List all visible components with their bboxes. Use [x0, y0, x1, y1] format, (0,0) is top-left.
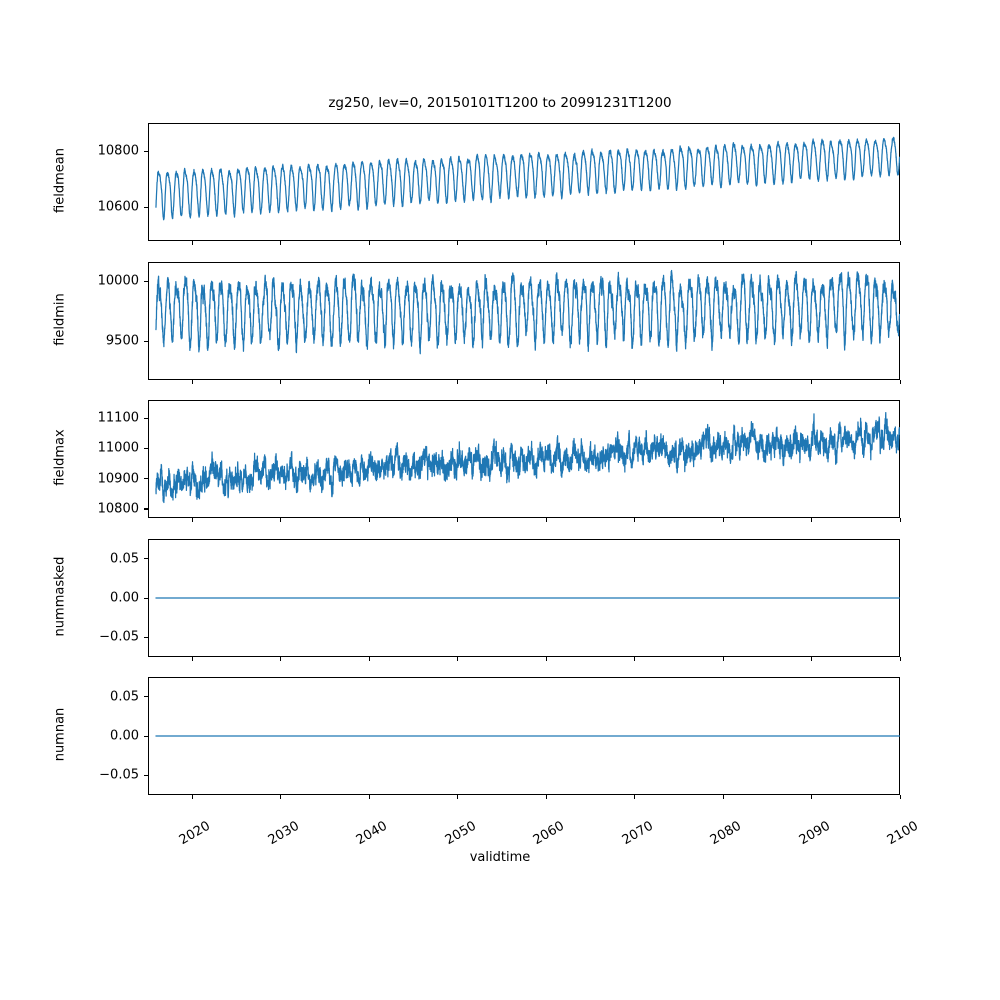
x-tick-mark [280, 657, 282, 661]
x-tick-mark [368, 241, 370, 245]
y-tick-label-fieldmin: 10000 [97, 273, 139, 289]
y-tick-label-fieldmax: 10900 [97, 471, 139, 487]
x-tick-mark [634, 380, 636, 384]
x-tick-mark [368, 795, 370, 799]
series-plot-numnan [155, 735, 900, 737]
y-tick-label-nummasked: −0.05 [99, 629, 139, 645]
series-plot-fieldmean [155, 136, 900, 221]
x-tick-mark [722, 657, 724, 661]
subplot-nummasked [148, 539, 900, 657]
y-tick-mark-fieldmin [144, 280, 148, 282]
y-tick-mark-fieldmin [144, 340, 148, 343]
y-tick-mark-fieldmax [144, 478, 148, 480]
y-tick-label-numnan: 0.05 [110, 689, 139, 705]
subplot-fieldmax [148, 400, 900, 518]
axes-frame-fieldmean [148, 123, 900, 241]
y-tick-mark-fieldmax [144, 447, 148, 449]
x-tick-mark [634, 657, 636, 661]
y-axis-label-numnan: numnan [52, 707, 68, 762]
line-fieldmax [155, 411, 900, 504]
x-tick-mark [280, 518, 282, 522]
x-tick-mark [899, 657, 901, 661]
figure-title: zg250, lev=0, 20150101T1200 to 20991231T… [328, 95, 672, 111]
x-tick-mark [634, 241, 636, 245]
x-tick-mark [191, 518, 193, 522]
x-tick-mark [191, 241, 193, 245]
line-fieldmin [155, 269, 900, 355]
y-tick-mark-numnan [144, 735, 148, 737]
subplot-fieldmean [148, 123, 900, 241]
x-tick-mark [722, 795, 724, 799]
y-tick-label-nummasked: 0.00 [110, 590, 139, 606]
x-tick-mark [368, 657, 370, 661]
x-tick-mark [811, 380, 813, 384]
y-tick-mark-nummasked [144, 597, 148, 599]
y-tick-label-numnan: 0.00 [110, 728, 139, 744]
y-tick-label-fieldmax: 10800 [97, 501, 139, 517]
y-tick-label-fieldmean: 10600 [97, 199, 139, 215]
subplot-numnan [148, 677, 900, 795]
y-tick-label-numnan: −0.05 [99, 767, 139, 783]
y-tick-mark-fieldmean [144, 150, 148, 152]
series-plot-nummasked [155, 597, 900, 599]
panel-overlap-mask [0, 675, 1000, 854]
x-tick-mark [191, 795, 193, 799]
y-tick-mark-nummasked [144, 636, 148, 638]
x-tick-mark [280, 380, 282, 384]
x-tick-mark [545, 241, 547, 245]
x-tick-mark [191, 380, 193, 384]
x-tick-mark [191, 657, 193, 661]
y-tick-label-nummasked: 0.05 [110, 551, 139, 567]
x-tick-mark [457, 380, 459, 384]
x-tick-mark [811, 795, 813, 799]
x-tick-mark [368, 518, 370, 522]
y-tick-mark-fieldmean [144, 206, 148, 208]
x-tick-mark [545, 795, 547, 799]
x-tick-mark [634, 795, 636, 799]
y-tick-label-fieldmax: 11100 [97, 410, 139, 426]
x-tick-mark [722, 241, 724, 245]
y-tick-label-fieldmin: 9500 [105, 333, 139, 349]
line-fieldmean [155, 136, 900, 221]
x-tick-mark [280, 241, 282, 245]
y-tick-label-fieldmean: 10800 [97, 143, 139, 159]
series-plot-fieldmax [155, 411, 900, 504]
y-tick-mark-fieldmax [144, 417, 148, 419]
x-tick-mark [457, 795, 459, 799]
x-tick-mark [545, 380, 547, 384]
x-tick-mark [811, 241, 813, 245]
y-tick-mark-fieldmax [144, 508, 148, 510]
subplot-fieldmin [148, 262, 900, 380]
x-tick-mark [899, 518, 901, 522]
x-axis-label: validtime [469, 850, 531, 865]
series-plot-fieldmin [155, 269, 900, 355]
y-tick-mark-numnan [144, 774, 148, 776]
y-tick-mark-nummasked [144, 558, 148, 560]
x-tick-mark [634, 518, 636, 522]
x-tick-mark [722, 380, 724, 384]
y-tick-label-fieldmax: 11000 [97, 440, 139, 456]
x-tick-mark [811, 657, 813, 661]
x-tick-mark [899, 795, 901, 799]
axes-frame-fieldmax [148, 400, 900, 518]
y-tick-mark-numnan [144, 696, 148, 698]
x-tick-mark [899, 380, 901, 384]
x-tick-mark [457, 241, 459, 245]
x-tick-mark [457, 518, 459, 522]
x-tick-mark [545, 518, 547, 522]
x-tick-mark [280, 795, 282, 799]
x-tick-mark [899, 241, 901, 245]
x-tick-mark [722, 518, 724, 522]
x-tick-mark [545, 657, 547, 661]
x-tick-mark [811, 518, 813, 522]
x-tick-mark [368, 380, 370, 384]
x-tick-mark [457, 657, 459, 661]
